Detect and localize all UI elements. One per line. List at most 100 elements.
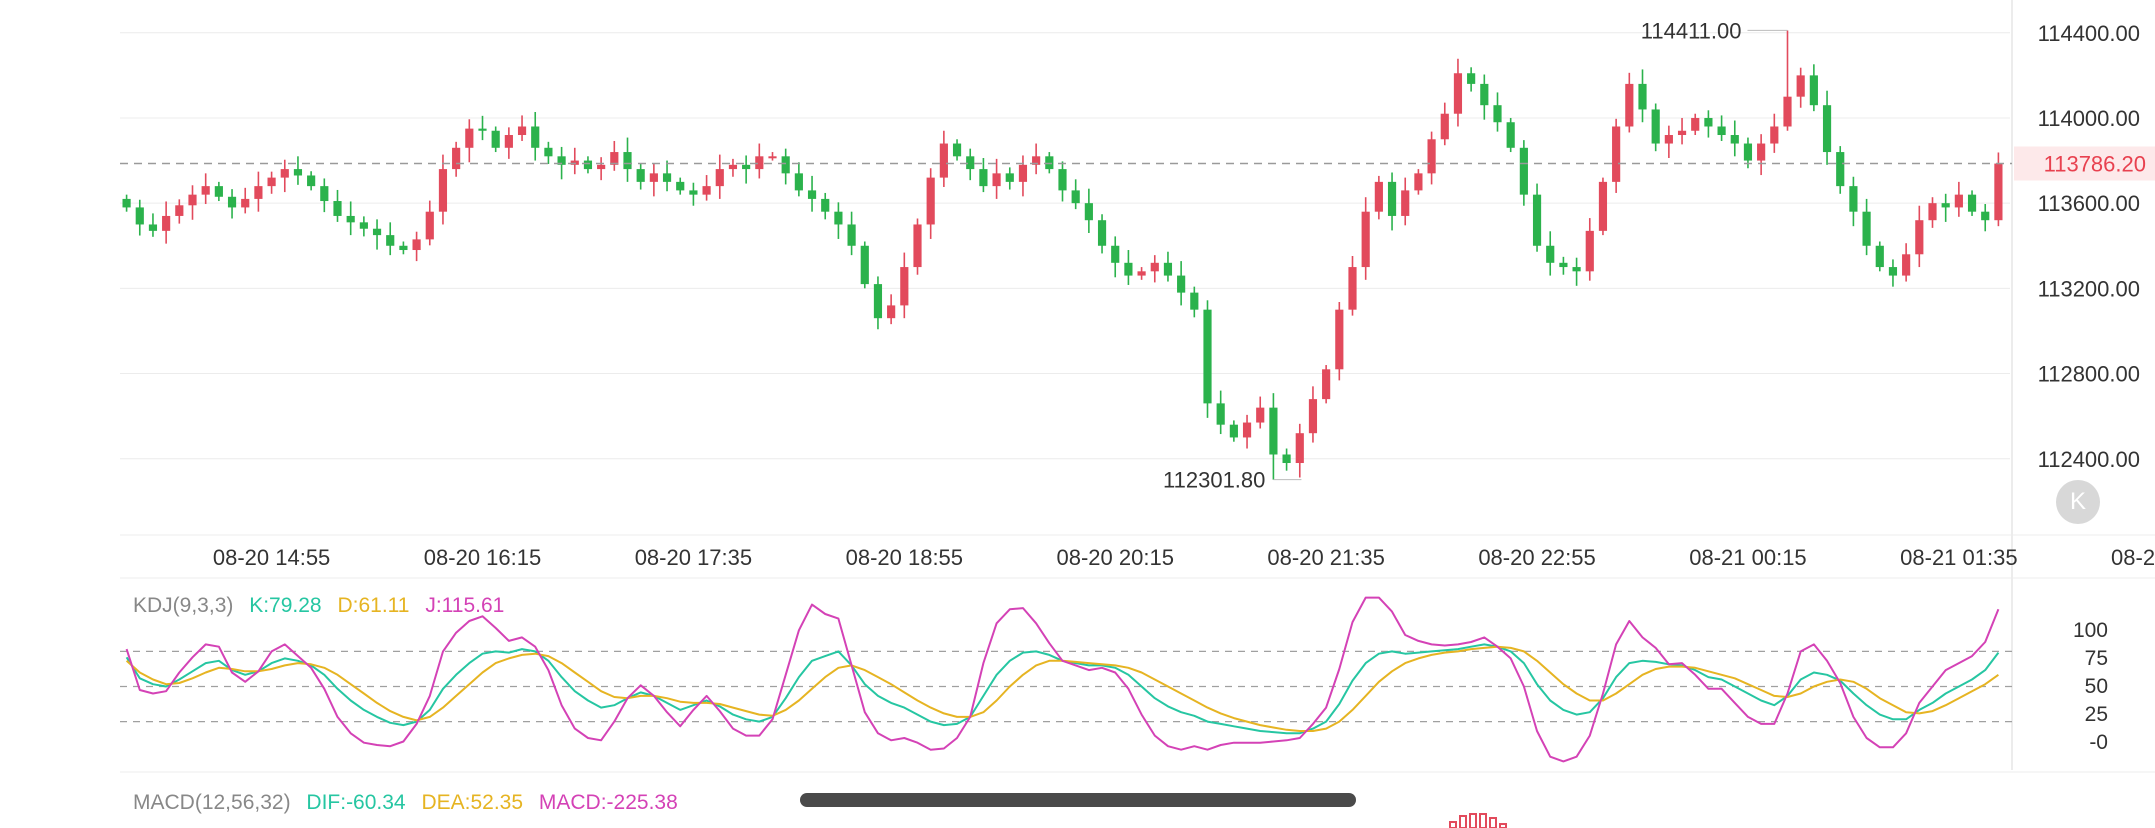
candle-body <box>320 186 329 202</box>
candle-body <box>1361 211 1370 268</box>
macd-bar <box>1469 813 1477 828</box>
candle-body <box>966 156 975 170</box>
candle-body <box>1822 105 1832 153</box>
candle-body <box>214 186 223 197</box>
candle-body <box>1295 433 1304 464</box>
candle-body <box>452 147 461 170</box>
candle-body <box>1875 245 1884 268</box>
candle-body <box>280 169 289 178</box>
kdj-y-tick-label: 25 <box>2085 703 2108 726</box>
candle-body <box>1704 117 1713 127</box>
kdj-y-tick-label: 100 <box>2073 619 2108 642</box>
candle-body <box>887 305 896 319</box>
candle-body <box>623 152 632 170</box>
candle-body <box>227 196 237 208</box>
candle-body <box>1546 245 1555 263</box>
candle-body <box>1717 126 1726 136</box>
x-tick-label: 08-21 02:55 <box>2111 545 2155 570</box>
candle-body <box>1664 135 1673 144</box>
kdj-title: KDJ(9,3,3) <box>133 594 233 617</box>
last-price-label: 113786.20 <box>2044 152 2146 177</box>
candle-body <box>1190 292 1199 310</box>
candle-body <box>399 245 408 251</box>
candle-body <box>728 164 738 170</box>
x-tick-label: 08-20 16:15 <box>424 545 541 570</box>
kdj-y-tick-label: 75 <box>2085 647 2108 670</box>
candle-body <box>1467 73 1476 84</box>
kdj-d-value: D:61.11 <box>337 594 409 617</box>
macd-bar <box>1449 821 1457 828</box>
candle-body <box>636 169 645 182</box>
macd-dea-value: DEA:52.35 <box>421 791 523 814</box>
candle-body <box>926 177 935 225</box>
candle-body <box>715 169 724 187</box>
y-tick-label: 113600.00 <box>2038 191 2140 216</box>
candle-body <box>359 222 368 229</box>
candle-body <box>1849 186 1858 212</box>
candle-body <box>794 173 803 191</box>
candle-body <box>1770 126 1779 144</box>
candle-body <box>755 156 764 170</box>
macd-bar <box>1499 823 1507 828</box>
candle-body <box>1018 164 1028 182</box>
candle-body <box>1124 262 1133 276</box>
candle-body <box>478 128 487 131</box>
candle-body <box>1519 147 1528 195</box>
candle-body <box>1097 220 1107 246</box>
candle-body <box>517 126 527 136</box>
candle-body <box>873 284 883 319</box>
candle-body <box>768 156 777 159</box>
candle-body <box>293 169 303 176</box>
candle-body <box>597 164 606 170</box>
y-tick-label: 112400.00 <box>2038 447 2140 472</box>
candle-body <box>1757 143 1766 161</box>
candle-body <box>557 156 566 165</box>
candle-body <box>992 173 1001 187</box>
candle-body <box>1111 245 1120 263</box>
macd-bar <box>1489 817 1497 828</box>
candle-body <box>1836 152 1845 187</box>
y-tick-label: 114400.00 <box>2038 21 2140 46</box>
candle-body <box>649 173 658 182</box>
y-tick-label: 114000.00 <box>2038 106 2140 131</box>
candle-body <box>1994 163 2003 221</box>
candle-body <box>1559 262 1568 268</box>
candle-body <box>1348 267 1357 310</box>
candle-body <box>122 198 131 208</box>
candle-body <box>1071 190 1080 204</box>
candle-body <box>1427 139 1436 174</box>
x-tick-label: 08-21 00:15 <box>1689 545 1806 570</box>
candle-body <box>162 215 171 231</box>
candle-body <box>1282 454 1291 464</box>
candle-body <box>1677 130 1687 136</box>
candle-body <box>1150 262 1159 272</box>
kline-toggle-button[interactable]: K <box>2056 480 2100 524</box>
candle-body <box>201 186 210 195</box>
candle-body <box>1203 309 1212 404</box>
x-tick-label: 08-21 01:35 <box>1900 545 2017 570</box>
candle-body <box>372 228 382 236</box>
candle-body <box>1058 169 1067 191</box>
candle-body <box>689 190 698 195</box>
candle-body <box>1335 309 1344 370</box>
candle-body <box>254 186 263 199</box>
candle-body <box>952 143 962 157</box>
horizontal-scrollbar[interactable] <box>800 793 1356 807</box>
x-tick-label: 08-20 17:35 <box>635 545 752 570</box>
candle-body <box>1177 275 1186 293</box>
candle-body <box>1796 75 1805 97</box>
candle-body <box>1506 122 1515 148</box>
candle-body <box>267 177 276 187</box>
candle-body <box>676 181 685 191</box>
candle-body <box>1612 126 1621 182</box>
candle-body <box>241 198 250 208</box>
candle-body <box>1216 403 1225 425</box>
candle-body <box>781 156 790 174</box>
candle-body <box>979 169 988 187</box>
candle-body <box>1480 83 1489 106</box>
candle-body <box>860 245 869 285</box>
candle-body <box>1137 271 1146 276</box>
candle-body <box>1242 422 1252 438</box>
k-button-label: K <box>2069 488 2086 515</box>
